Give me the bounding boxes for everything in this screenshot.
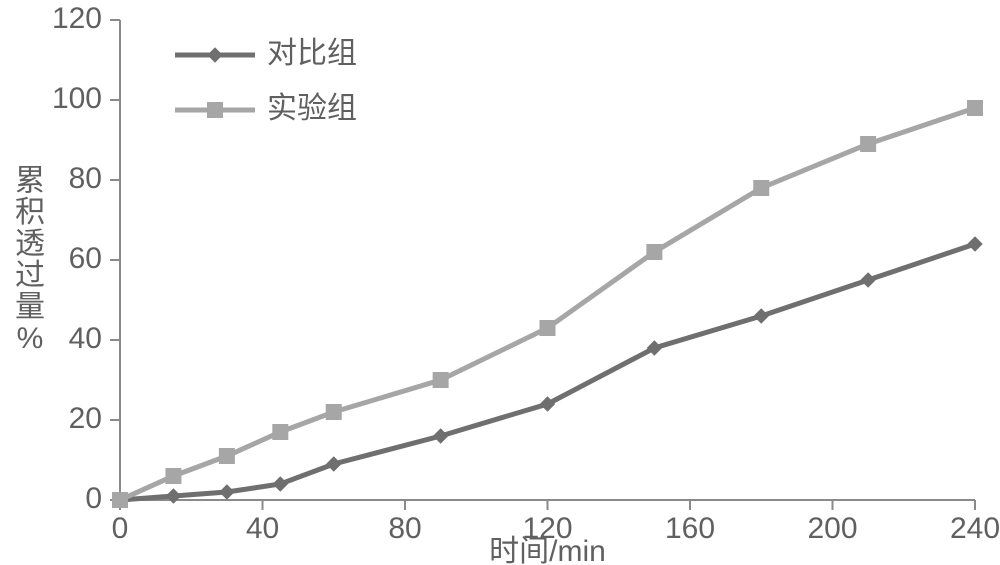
legend-label-1: 实验组 — [267, 92, 357, 125]
series-marker-1 — [968, 101, 983, 116]
y-tick-label: 100 — [52, 82, 102, 115]
y-axis-label: 累积透过量% — [15, 165, 45, 356]
series-marker-1 — [433, 373, 448, 388]
legend-label-0: 对比组 — [267, 37, 357, 70]
chart-bg — [0, 0, 1000, 565]
y-tick-label: 120 — [52, 2, 102, 35]
chart-svg: 02040608010012004080120160200240时间/min累积… — [0, 0, 1000, 565]
x-tick-label: 40 — [246, 512, 279, 545]
series-marker-1 — [540, 321, 555, 336]
chart-container: 02040608010012004080120160200240时间/min累积… — [0, 0, 1000, 565]
x-tick-label: 80 — [388, 512, 421, 545]
series-marker-1 — [219, 449, 234, 464]
x-tick-label: 240 — [950, 512, 1000, 545]
x-axis-label: 时间/min — [489, 535, 606, 565]
series-marker-1 — [113, 493, 128, 508]
x-tick-label: 160 — [665, 512, 715, 545]
series-marker-1 — [647, 245, 662, 260]
series-marker-1 — [166, 469, 181, 484]
y-tick-label: 0 — [85, 482, 102, 515]
y-tick-label: 80 — [69, 162, 102, 195]
series-marker-1 — [273, 425, 288, 440]
series-marker-1 — [326, 405, 341, 420]
y-tick-label: 60 — [69, 242, 102, 275]
series-marker-1 — [754, 181, 769, 196]
y-tick-label: 40 — [69, 322, 102, 355]
x-tick-label: 200 — [807, 512, 857, 545]
y-tick-label: 20 — [69, 402, 102, 435]
legend-marker-1 — [208, 103, 223, 118]
series-marker-1 — [861, 137, 876, 152]
x-tick-label: 0 — [112, 512, 129, 545]
